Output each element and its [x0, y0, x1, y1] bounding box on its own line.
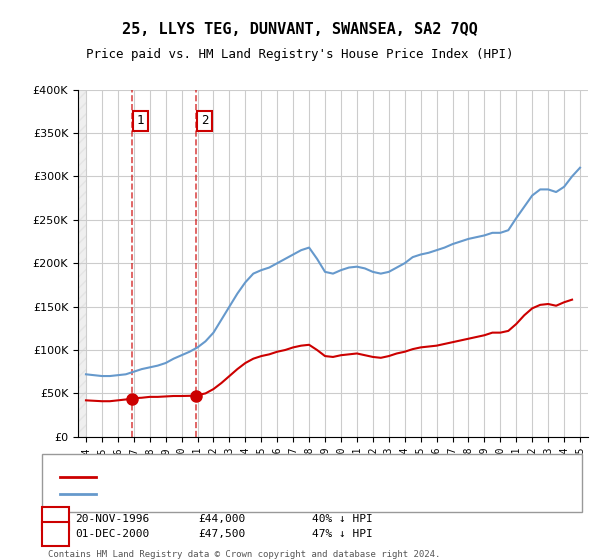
Text: £44,000: £44,000: [198, 514, 245, 524]
Text: 2: 2: [52, 529, 59, 539]
Text: 1: 1: [52, 514, 59, 524]
Text: 25, LLYS TEG, DUNVANT, SWANSEA, SA2 7QQ: 25, LLYS TEG, DUNVANT, SWANSEA, SA2 7QQ: [122, 22, 478, 38]
Text: 25, LLYS TEG, DUNVANT, SWANSEA, SA2 7QQ (detached house): 25, LLYS TEG, DUNVANT, SWANSEA, SA2 7QQ …: [102, 472, 452, 482]
Text: 47% ↓ HPI: 47% ↓ HPI: [312, 529, 373, 539]
Bar: [78, 90, 86, 437]
Text: 40% ↓ HPI: 40% ↓ HPI: [312, 514, 373, 524]
Text: 20-NOV-1996: 20-NOV-1996: [75, 514, 149, 524]
Text: 2: 2: [201, 114, 209, 127]
Text: Price paid vs. HM Land Registry's House Price Index (HPI): Price paid vs. HM Land Registry's House …: [86, 48, 514, 60]
Text: £47,500: £47,500: [198, 529, 245, 539]
Text: 01-DEC-2000: 01-DEC-2000: [75, 529, 149, 539]
Text: 1: 1: [137, 114, 145, 127]
Text: HPI: Average price, detached house, Swansea: HPI: Average price, detached house, Swan…: [102, 489, 371, 499]
Text: Contains HM Land Registry data © Crown copyright and database right 2024.
This d: Contains HM Land Registry data © Crown c…: [48, 550, 440, 560]
